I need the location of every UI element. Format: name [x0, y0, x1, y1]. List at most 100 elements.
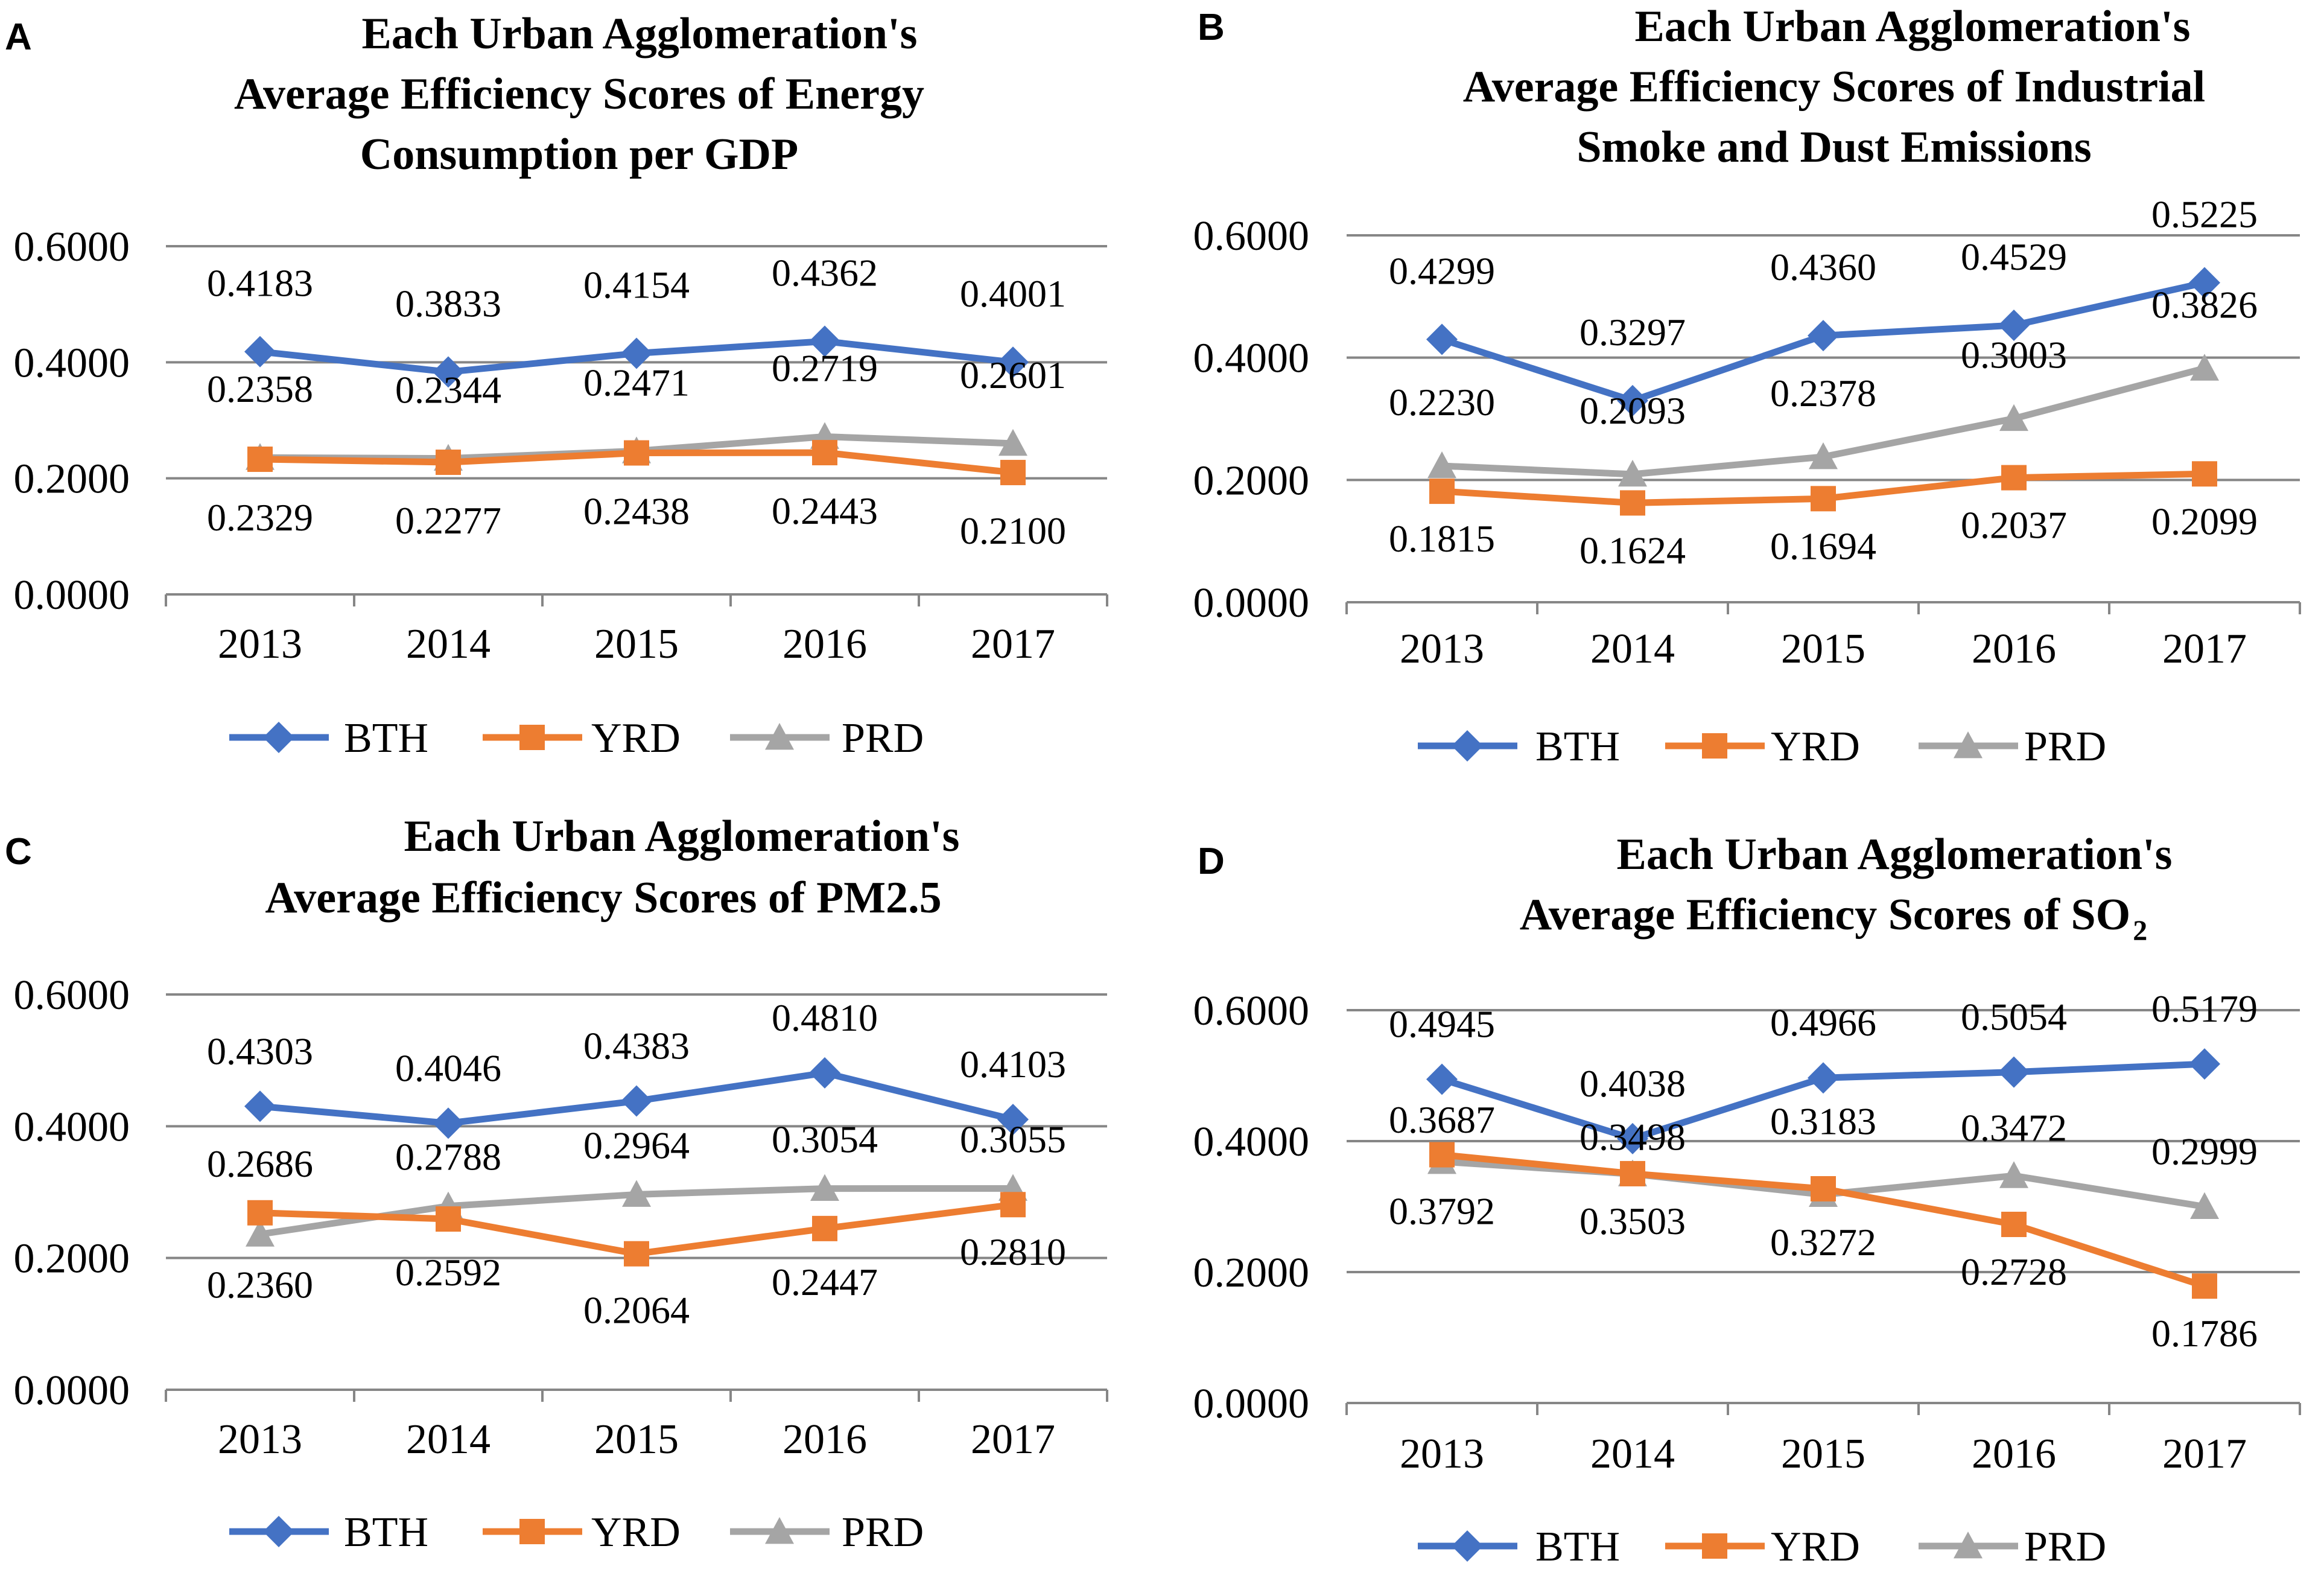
x-tick-label: 2016 — [783, 1416, 867, 1463]
y-tick-label: 0.6000 — [1193, 213, 1310, 259]
legend-label: PRD — [842, 715, 924, 762]
marker-bth — [433, 1107, 464, 1139]
marker-bth — [621, 1085, 652, 1117]
chart-title-line: Average Efficiency Scores of PM2.5 — [265, 873, 941, 923]
legend-marker — [765, 723, 794, 750]
y-tick-label: 0.0000 — [14, 1367, 130, 1414]
legend-label: PRD — [2024, 724, 2106, 770]
y-tick-label: 0.2000 — [1193, 457, 1310, 504]
panel-letter: B — [1198, 7, 1225, 48]
data-label-bth: 0.5054 — [1961, 996, 2067, 1039]
marker-prd — [1809, 442, 1838, 469]
marker-prd — [622, 1180, 651, 1207]
marker-yrd — [2001, 1212, 2027, 1238]
chart-panel-c: C Each Urban Agglomeration's Average Effic… — [5, 812, 1108, 1556]
data-label-bth: 0.5225 — [2151, 193, 2258, 236]
legend-marker — [1702, 1533, 1727, 1559]
marker-bth — [433, 356, 464, 388]
data-label-bth: 0.4183 — [207, 262, 313, 305]
marker-bth — [1808, 320, 1839, 352]
data-label-yrd: 0.2037 — [1961, 504, 2067, 547]
x-tick-label: 2017 — [2162, 626, 2247, 672]
chart-panel-a: A Each Urban Agglomeration's Average Effic… — [5, 9, 1108, 762]
data-label-yrd: 0.2686 — [207, 1142, 313, 1185]
data-label-yrd: 0.2099 — [2151, 500, 2258, 542]
marker-bth — [1998, 310, 2030, 342]
legend-marker — [1452, 1530, 1483, 1562]
marker-yrd — [1429, 479, 1455, 504]
marker-yrd — [812, 440, 837, 466]
marker-prd — [2190, 354, 2219, 381]
y-tick-label: 0.2000 — [1193, 1250, 1310, 1296]
data-label-prd: 0.2093 — [1579, 389, 1686, 432]
marker-bth — [244, 336, 276, 368]
data-label-bth: 0.4966 — [1770, 1001, 1876, 1044]
marker-yrd — [812, 1215, 837, 1241]
x-tick-label: 2016 — [783, 621, 867, 667]
marker-prd — [1999, 404, 2028, 431]
marker-bth — [1426, 323, 1458, 355]
x-tick-label: 2017 — [971, 621, 1055, 667]
y-tick-label: 0.4000 — [14, 1104, 130, 1150]
legend-marker — [1702, 733, 1727, 759]
chart-title-line: Each Urban Agglomeration's — [1617, 830, 2173, 879]
data-label-yrd: 0.1624 — [1579, 529, 1686, 571]
y-tick-label: 0.4000 — [1193, 336, 1310, 382]
data-label-bth: 0.4362 — [772, 252, 878, 294]
data-label-yrd: 0.3503 — [1579, 1200, 1686, 1242]
marker-yrd — [247, 447, 273, 472]
legend-marker — [519, 725, 545, 750]
chart-title-line: Each Urban Agglomeration's — [404, 812, 960, 861]
data-label-prd: 0.3472 — [1961, 1106, 2067, 1149]
data-label-prd: 0.3498 — [1579, 1115, 1686, 1158]
marker-bth — [1617, 1122, 1648, 1154]
marker-yrd — [436, 1206, 461, 1232]
data-label-yrd: 0.2592 — [395, 1251, 501, 1294]
y-tick-label: 0.6000 — [14, 224, 130, 270]
data-label-prd: 0.2964 — [583, 1124, 690, 1166]
data-label-prd: 0.2230 — [1389, 381, 1495, 424]
data-label-prd: 0.2719 — [772, 347, 878, 390]
marker-yrd — [1000, 1192, 1026, 1218]
marker-yrd — [624, 440, 649, 466]
marker-bth — [1808, 1062, 1839, 1094]
legend-marker — [263, 1516, 294, 1547]
chart-title-line: Smoke and Dust Emissions — [1576, 122, 2091, 172]
data-label-prd: 0.2788 — [395, 1136, 501, 1179]
data-label-prd: 0.2601 — [960, 354, 1066, 396]
chart-title-line: Average Efficiency Scores of Energy — [234, 69, 924, 119]
data-label-bth: 0.4360 — [1770, 246, 1876, 288]
data-label-bth: 0.3297 — [1579, 311, 1686, 354]
y-tick-label: 0.4000 — [1193, 1119, 1310, 1165]
marker-yrd — [2192, 1273, 2217, 1299]
y-tick-label: 0.2000 — [14, 456, 130, 503]
data-label-yrd: 0.1694 — [1770, 524, 1876, 567]
chart-title-line: Average Efficiency Scores of Industrial — [1463, 62, 2205, 112]
data-label-bth: 0.4945 — [1389, 1002, 1495, 1045]
legend-label: BTH — [1535, 1524, 1620, 1570]
data-label-bth: 0.4383 — [583, 1025, 690, 1068]
data-label-yrd: 0.2728 — [1961, 1250, 2067, 1293]
data-label-bth: 0.3833 — [395, 282, 501, 325]
x-tick-label: 2016 — [1972, 1431, 2056, 1477]
data-label-yrd: 0.2277 — [395, 499, 501, 542]
marker-yrd — [1811, 486, 1836, 512]
legend-label: BTH — [344, 715, 428, 762]
data-label-bth: 0.4529 — [1961, 235, 2067, 278]
legend-label: PRD — [2024, 1524, 2106, 1570]
marker-yrd — [1811, 1176, 1836, 1201]
data-label-yrd: 0.2329 — [207, 496, 313, 539]
marker-prd — [246, 1220, 275, 1247]
data-label-prd: 0.3687 — [1389, 1098, 1495, 1141]
marker-yrd — [1620, 1160, 1645, 1186]
data-label-yrd: 0.3272 — [1770, 1221, 1876, 1264]
marker-bth — [621, 337, 652, 369]
x-tick-label: 2013 — [1400, 626, 1484, 672]
data-label-prd: 0.2360 — [207, 1263, 313, 1306]
x-tick-label: 2013 — [1400, 1431, 1484, 1477]
y-tick-label: 0.4000 — [14, 340, 130, 386]
chart-title-subscript: 2 — [2133, 915, 2147, 947]
data-label-prd: 0.3183 — [1770, 1100, 1876, 1143]
